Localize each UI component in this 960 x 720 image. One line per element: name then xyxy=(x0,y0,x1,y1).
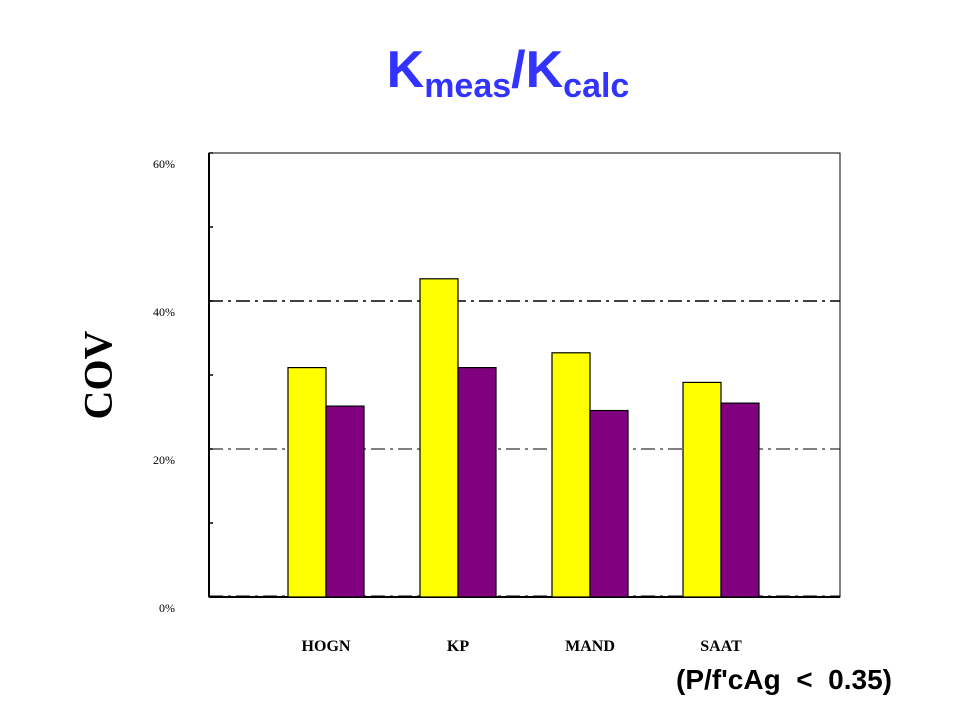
x-tick-label: HOGN xyxy=(302,638,351,655)
bar-mand-series-1 xyxy=(551,352,591,598)
bar-kp-series-2 xyxy=(457,367,497,598)
x-tick-label: KP xyxy=(447,638,469,655)
title-slash: / xyxy=(511,41,526,99)
bar-hogn-series-1 xyxy=(287,367,327,598)
bar-kp-series-1 xyxy=(419,278,459,598)
title-k-meas: K xyxy=(386,41,425,99)
title-sub-meas: meas xyxy=(424,67,512,105)
bar-mand-series-2 xyxy=(589,409,629,598)
y-tick-label: 20% xyxy=(153,453,175,467)
y-tick-label: 60% xyxy=(153,157,175,171)
y-tick-label: 40% xyxy=(153,305,175,319)
y-tick-label: 0% xyxy=(159,601,175,615)
bar-saat-series-1 xyxy=(682,381,722,598)
condition-note: (P/f'cAg < 0.35) xyxy=(676,664,892,695)
bar-saat-series-2 xyxy=(720,402,760,598)
title-k-calc: K xyxy=(525,41,564,99)
title-sub-calc: calc xyxy=(563,67,630,105)
x-tick-label: MAND xyxy=(565,638,615,655)
chart-title: Kmeas/Kcalc xyxy=(0,38,960,105)
bar-hogn-series-2 xyxy=(325,405,365,598)
x-tick-label: SAAT xyxy=(700,638,742,655)
